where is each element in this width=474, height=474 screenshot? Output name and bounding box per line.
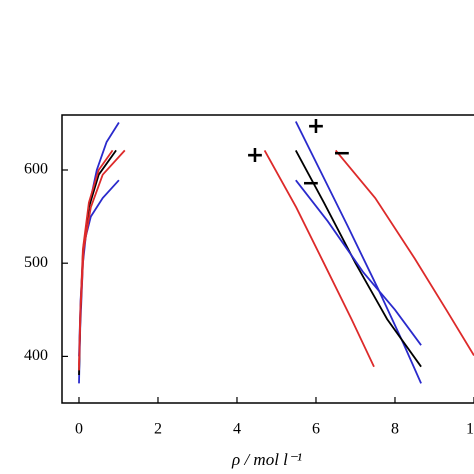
annotation: + [307,114,325,139]
annotation: + [246,143,264,168]
series-line [78,149,474,366]
plot-frame [61,114,474,404]
x-tick-label: 4 [233,421,241,438]
y-tick-label: 400 [24,347,48,364]
annotation: − [302,171,320,196]
y-tick-label: 600 [24,161,48,178]
x-tick-label: 0 [75,421,83,438]
x-tick-label: 2 [154,421,162,438]
x-axis-label: ρ / mol l⁻¹ [231,450,302,469]
x-tick-label: 10 [466,421,474,438]
series-line [78,149,375,371]
x-tick-label: 6 [312,421,320,438]
y-tick-label: 500 [24,254,48,271]
x-tick-label: 8 [391,421,399,438]
annotation: − [333,141,351,166]
series-line [78,149,422,376]
series-line [78,179,422,357]
